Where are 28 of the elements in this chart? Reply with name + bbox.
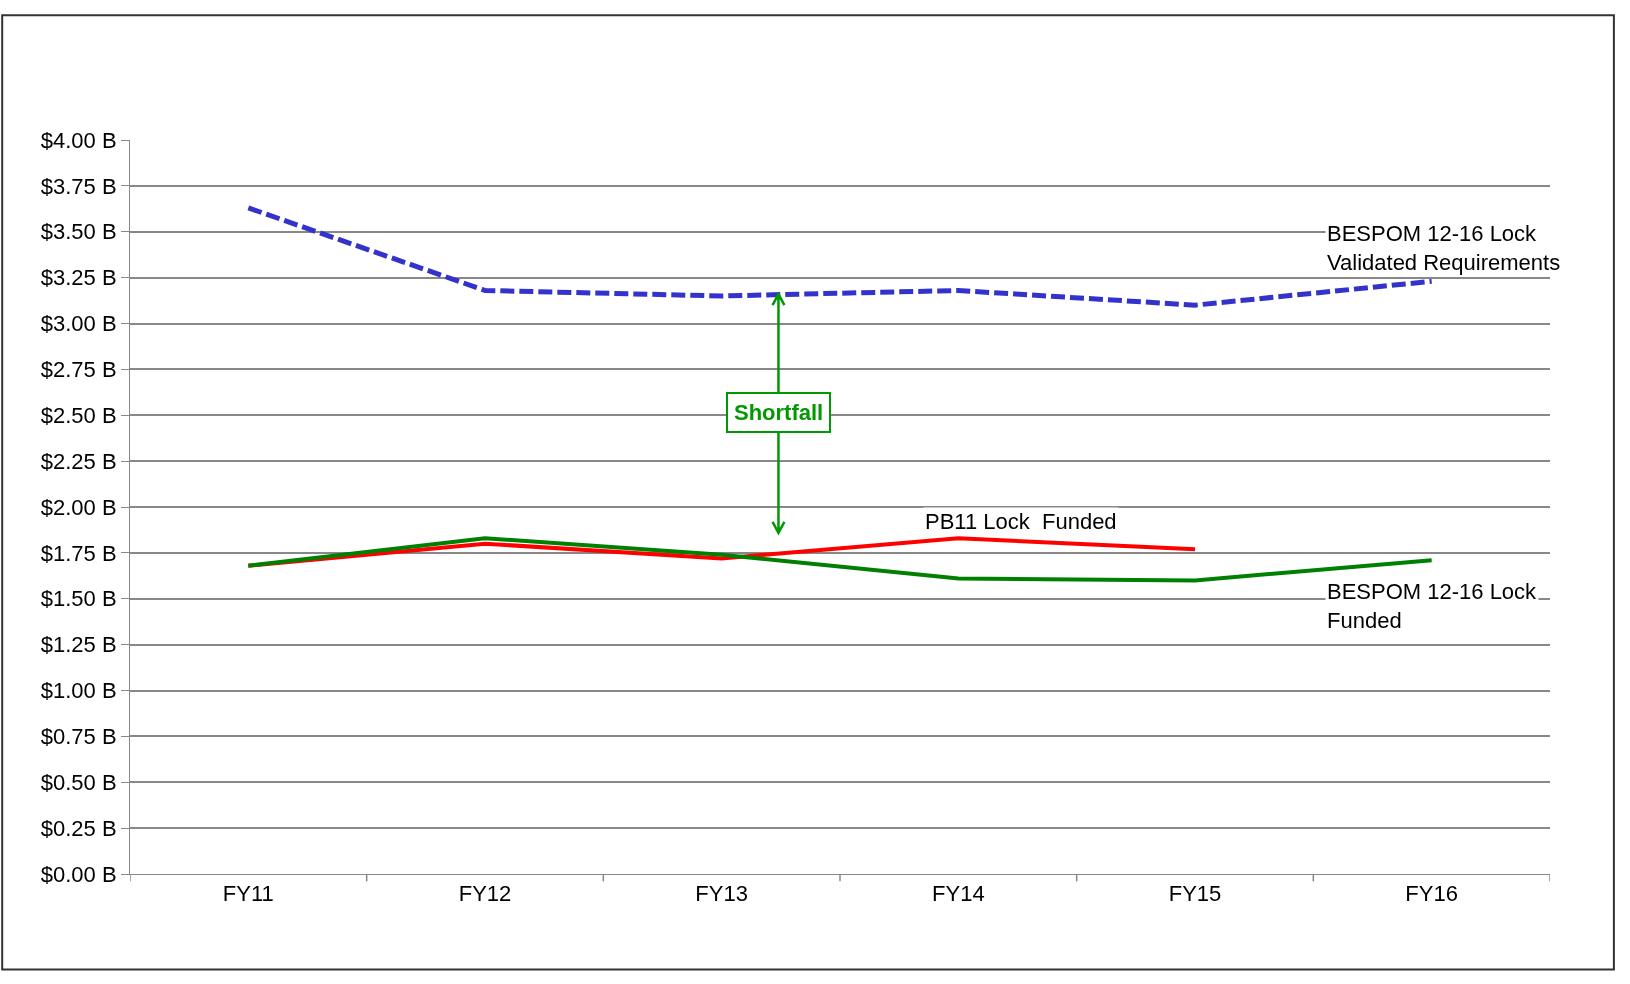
series-label: PB11 Lock Funded — [925, 509, 1117, 534]
y-tick-label: $3.50 B — [40, 219, 117, 245]
y-tick-label: $4.00 B — [40, 127, 117, 153]
y-tick-label: $2.75 B — [40, 357, 117, 383]
x-tick-label: FY15 — [1168, 881, 1222, 907]
x-tick-label: FY11 — [222, 881, 274, 907]
y-tick-label: $3.25 B — [40, 265, 117, 291]
series-label: BESPOM 12-16 Lock Validated Requirements — [1327, 221, 1561, 275]
y-tick-label: $2.00 B — [40, 494, 117, 520]
y-tick-label: $0.50 B — [40, 769, 117, 795]
y-tick-label: $3.75 B — [40, 173, 117, 199]
y-tick-label: $0.00 B — [40, 861, 117, 887]
annotation: Shortfall — [734, 400, 824, 425]
x-tick-label: FY14 — [932, 881, 985, 907]
series-label: BESPOM 12-16 Lock Funded — [1327, 579, 1538, 633]
x-tick-label: FY16 — [1405, 881, 1458, 907]
y-tick-label: $1.25 B — [40, 632, 117, 658]
y-tick-label: $2.50 B — [40, 402, 117, 428]
y-tick-label: $1.00 B — [40, 678, 117, 704]
y-tick-label: $3.00 B — [40, 311, 117, 337]
y-tick-label: $0.75 B — [40, 724, 117, 750]
x-tick-label: FY13 — [695, 881, 748, 907]
line-series — [246, 536, 1434, 583]
x-tick-label: FY12 — [458, 881, 512, 907]
y-tick-label: $1.50 B — [40, 586, 117, 612]
y-tick-label: $0.25 B — [40, 815, 117, 841]
y-tick-label: $2.25 B — [40, 448, 117, 474]
y-tick-label: $1.75 B — [40, 540, 117, 566]
